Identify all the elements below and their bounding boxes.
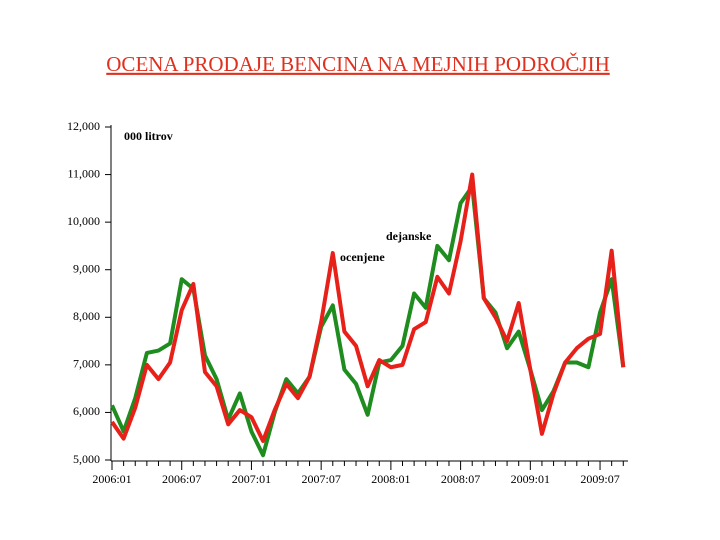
y-tick-label: 10,000 bbox=[67, 214, 100, 228]
x-tick-label: 2006:07 bbox=[162, 472, 201, 486]
chart-title: OCENA PRODAJE BENCINA NA MEJNIH PODROČJI… bbox=[106, 52, 609, 76]
y-tick-label: 6,000 bbox=[73, 404, 100, 418]
series-label: dejanske bbox=[386, 229, 432, 243]
y-tick-label: 12,000 bbox=[67, 119, 100, 133]
x-tick-label: 2007:07 bbox=[301, 472, 340, 486]
y-tick-label: 9,000 bbox=[73, 261, 100, 275]
unit-note: 000 litrov bbox=[124, 129, 173, 143]
x-tick-label: 2006:01 bbox=[92, 472, 131, 486]
y-tick-label: 5,000 bbox=[73, 452, 100, 466]
y-tick-label: 7,000 bbox=[73, 357, 100, 371]
y-tick-label: 8,000 bbox=[73, 309, 100, 323]
series-label: ocenjene bbox=[340, 250, 385, 264]
x-tick-label: 2007:01 bbox=[232, 472, 271, 486]
y-tick-label: 11,000 bbox=[67, 166, 100, 180]
x-tick-label: 2009:07 bbox=[580, 472, 619, 486]
x-tick-label: 2009:01 bbox=[511, 472, 550, 486]
x-tick-label: 2008:01 bbox=[371, 472, 410, 486]
x-tick-label: 2008:07 bbox=[441, 472, 480, 486]
series-line bbox=[110, 172, 626, 443]
